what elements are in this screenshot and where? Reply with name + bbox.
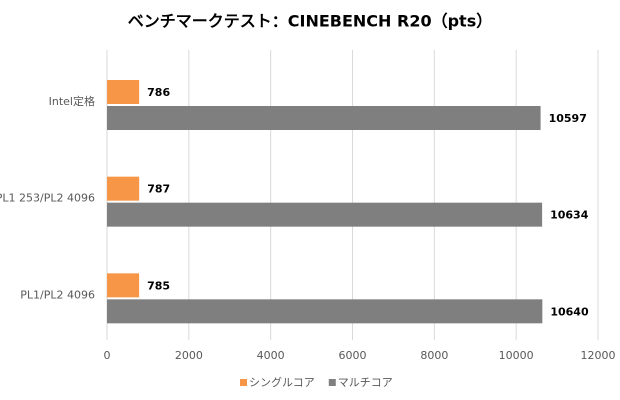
legend-swatch bbox=[240, 379, 247, 386]
bar bbox=[107, 176, 140, 201]
x-tick-label: 0 bbox=[104, 349, 111, 362]
x-tick-label: 6000 bbox=[339, 349, 367, 362]
bar bbox=[107, 273, 140, 298]
bar bbox=[107, 106, 541, 130]
value-label: 785 bbox=[147, 279, 170, 292]
value-label: 10597 bbox=[549, 112, 587, 125]
x-tick-label: 2000 bbox=[175, 349, 203, 362]
x-tick-label: 10000 bbox=[499, 349, 534, 362]
bar bbox=[107, 202, 543, 227]
legend-swatch bbox=[328, 379, 336, 386]
y-tick-label: Intel定格 bbox=[49, 94, 95, 108]
bar bbox=[107, 80, 140, 104]
x-tick-label: 8000 bbox=[420, 349, 448, 362]
legend-label: シングルコア bbox=[249, 375, 315, 389]
x-tick-label: 4000 bbox=[257, 349, 285, 362]
chart-title: ベンチマークテスト：CINEBENCH R20（pts） bbox=[128, 12, 492, 31]
value-label: 787 bbox=[147, 183, 170, 196]
y-tick-label: PL1 253/PL2 4096 bbox=[0, 192, 95, 205]
value-label: 786 bbox=[147, 86, 170, 99]
x-tick-label: 12000 bbox=[581, 349, 616, 362]
y-tick-label: PL1/PL2 4096 bbox=[20, 288, 95, 301]
legend-label: マルチコア bbox=[338, 376, 393, 389]
value-label: 10634 bbox=[550, 209, 589, 222]
bar bbox=[107, 299, 543, 324]
value-label: 10640 bbox=[550, 305, 589, 318]
